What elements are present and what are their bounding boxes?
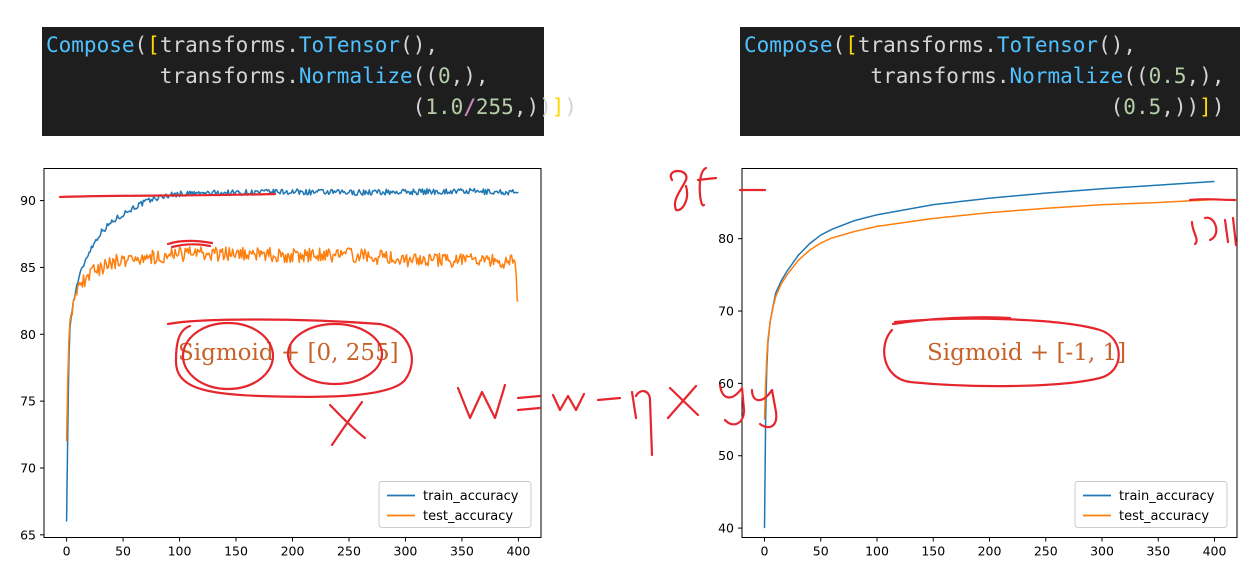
code-token: ) xyxy=(1211,95,1225,119)
code-line: transforms.Normalize((0.5,), xyxy=(744,61,1240,92)
code-token: transforms. xyxy=(159,33,299,57)
code-token: (( xyxy=(1123,64,1149,88)
x-tick-label: 50 xyxy=(813,544,829,559)
legend-label: test_accuracy xyxy=(1119,509,1209,524)
x-tick-label: 400 xyxy=(506,544,530,559)
code-snippet-left: Compose([transforms.ToTensor(), transfor… xyxy=(42,27,577,136)
code-line: (0.5,))]) xyxy=(744,92,1240,123)
code-token: ] xyxy=(551,95,565,119)
code-token: ,), xyxy=(1186,64,1225,88)
code-line: Compose([transforms.ToTensor(), xyxy=(46,30,544,61)
series-line-test-accuracy xyxy=(65,246,519,442)
legend-label: train_accuracy xyxy=(423,489,519,504)
code-token: Compose xyxy=(46,33,135,57)
chart-left-accuracy: 0 50 100 150 200 250 300 350 400 65 70 75 80 85 90 tra… xyxy=(20,168,542,559)
code-token: Compose xyxy=(744,33,833,57)
x-tick-label: 350 xyxy=(450,544,474,559)
x-tick-label: 100 xyxy=(168,544,192,559)
legend: train_accuracy test_accuracy xyxy=(1074,481,1228,528)
y-tick-label: 60 xyxy=(718,376,734,391)
legend-box xyxy=(1074,481,1228,528)
code-token: 0.5 xyxy=(1123,95,1162,119)
x-tick-label: 350 xyxy=(1146,544,1170,559)
x-tick-label: 200 xyxy=(978,544,1002,559)
series-line-train-accuracy xyxy=(763,180,1215,529)
code-token: / xyxy=(463,95,476,119)
y-tick-label: 90 xyxy=(20,193,36,208)
code-token: ( xyxy=(744,95,1124,119)
code-token: 1.0 xyxy=(425,95,464,119)
code-token: (( xyxy=(412,64,438,88)
y-tick-label: 85 xyxy=(20,260,36,275)
series-layer xyxy=(65,187,519,522)
x-tick-label: 100 xyxy=(865,544,889,559)
x-tick-label: 0 xyxy=(761,544,769,559)
y-tick-label: 80 xyxy=(20,327,36,342)
code-line: Compose([transforms.ToTensor(), xyxy=(744,30,1240,61)
code-token: 255 xyxy=(475,95,514,119)
code-token: ToTensor xyxy=(996,33,1099,57)
y-tick-label: 80 xyxy=(718,231,734,246)
code-line: (1.0/255,))]) xyxy=(46,92,577,123)
code-token: ToTensor xyxy=(298,33,401,57)
x-tick-label: 0 xyxy=(63,544,71,559)
code-token: ( xyxy=(832,33,846,57)
code-line: transforms.Normalize((0,), xyxy=(46,61,544,92)
legend: train_accuracy test_accuracy xyxy=(378,481,532,528)
legend-label: test_accuracy xyxy=(423,509,513,524)
code-token: transforms. xyxy=(857,33,997,57)
code-token: (), xyxy=(1098,33,1136,57)
series-line-train-accuracy xyxy=(65,187,519,522)
code-token: 0 xyxy=(437,64,451,88)
x-tick-label: 300 xyxy=(394,544,418,559)
code-token: transforms. xyxy=(46,64,299,88)
code-snippet-right: Compose([transforms.ToTensor(), transfor… xyxy=(740,27,1240,136)
code-token: ( xyxy=(46,95,426,119)
series-line-test-accuracy xyxy=(763,198,1215,420)
y-tick-label: 70 xyxy=(718,304,734,319)
chart-right-accuracy: 0 50 100 150 200 250 300 350 400 40 50 60 70 80 train… xyxy=(718,168,1238,559)
y-tick-label: 40 xyxy=(718,521,734,536)
code-token: ,)) xyxy=(513,95,552,119)
y-tick-label: 75 xyxy=(20,394,36,409)
y-tick-label: 65 xyxy=(20,527,36,542)
axis-layer: 0 50 100 150 200 250 300 350 400 65 70 75 80 85 90 xyxy=(20,193,530,558)
series-layer xyxy=(763,180,1215,529)
y-tick-label: 70 xyxy=(20,460,36,475)
code-token: 0.5 xyxy=(1148,64,1187,88)
code-token: Normalize xyxy=(298,64,413,88)
legend-label: train_accuracy xyxy=(1119,489,1215,504)
y-tick-label: 50 xyxy=(718,448,734,463)
x-tick-label: 250 xyxy=(337,544,361,559)
code-token: transforms. xyxy=(744,64,1010,88)
chart-annotation: Sigmoid + [-1, 1] xyxy=(927,340,1126,366)
code-token: (), xyxy=(400,33,438,57)
code-token: ,)) xyxy=(1161,95,1200,119)
x-tick-label: 200 xyxy=(281,544,305,559)
code-token: Normalize xyxy=(1009,64,1124,88)
code-token: [ xyxy=(845,33,858,57)
x-tick-label: 300 xyxy=(1090,544,1114,559)
code-token: ) xyxy=(564,95,578,119)
x-tick-label: 150 xyxy=(224,544,248,559)
code-token: ( xyxy=(134,33,148,57)
code-token: [ xyxy=(147,33,160,57)
x-tick-label: 250 xyxy=(1034,544,1058,559)
chart-annotation: Sigmoid + [0, 255] xyxy=(178,340,399,366)
x-tick-label: 400 xyxy=(1203,544,1227,559)
x-tick-label: 50 xyxy=(115,544,131,559)
code-token: ,), xyxy=(450,64,489,88)
x-tick-label: 150 xyxy=(921,544,945,559)
legend-box xyxy=(378,481,532,528)
code-token: ] xyxy=(1199,95,1212,119)
